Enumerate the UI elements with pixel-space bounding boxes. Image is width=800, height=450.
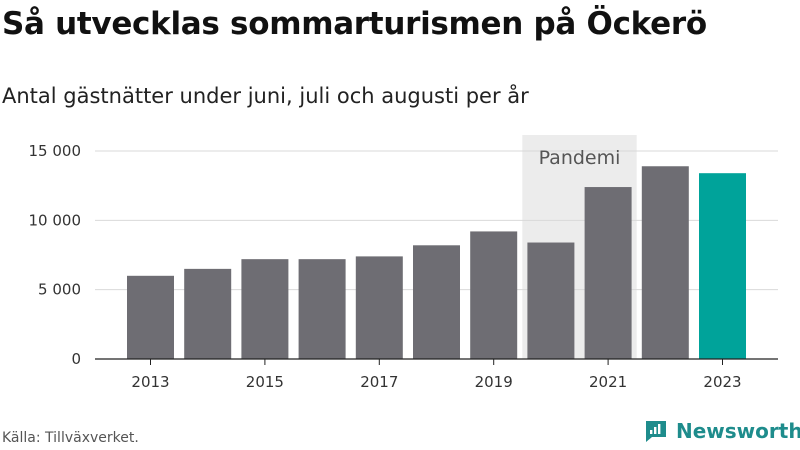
bar (355, 256, 403, 359)
x-tick-label: 2013 (131, 373, 169, 391)
bar (527, 242, 575, 359)
bar (699, 173, 746, 359)
bar (641, 166, 689, 359)
bar (298, 259, 346, 359)
brand-logo: Newsworthy (644, 419, 800, 443)
chart-title: Så utvecklas sommarturismen på Öckerö (2, 6, 707, 42)
bar (413, 245, 460, 359)
y-tick-label: 10 000 (29, 211, 82, 229)
bar (470, 231, 518, 359)
x-tick-label: 2015 (246, 373, 284, 391)
brand-name: Newsworthy (676, 419, 800, 443)
x-tick-label: 2019 (475, 373, 513, 391)
bar (184, 268, 232, 359)
chart-subtitle: Antal gästnätter under juni, juli och au… (2, 84, 529, 108)
bar (584, 187, 632, 359)
y-tick-label: 0 (71, 350, 81, 368)
pandemic-label: Pandemi (539, 147, 621, 169)
x-tick-label: 2017 (360, 373, 398, 391)
y-tick-label: 15 000 (29, 142, 82, 160)
bar (241, 259, 289, 359)
newsworthy-logo-icon (646, 421, 666, 442)
bar (127, 275, 174, 359)
y-tick-label: 5 000 (38, 281, 81, 299)
x-tick-label: 2021 (589, 373, 627, 391)
source-note: Källa: Tillväxverket. (2, 430, 139, 446)
x-tick-label: 2023 (703, 373, 741, 391)
